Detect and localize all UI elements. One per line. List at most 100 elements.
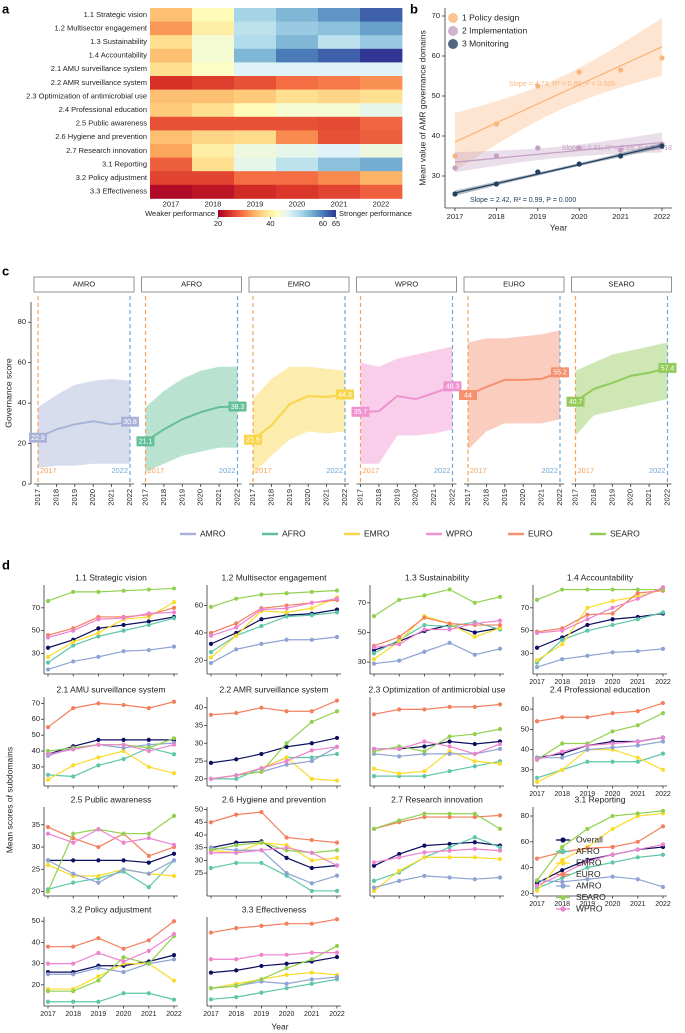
- heat-cell: [192, 21, 235, 36]
- point: [45, 667, 51, 672]
- point: [45, 944, 51, 949]
- heat-cell: [150, 35, 193, 50]
- point: [259, 977, 264, 982]
- heat-cell: [360, 116, 403, 131]
- point: [259, 923, 264, 929]
- range-band: [145, 366, 238, 472]
- point: [171, 997, 177, 1002]
- legend-label: SEARO: [576, 892, 606, 902]
- point: [660, 585, 666, 590]
- point: [71, 999, 76, 1004]
- point: [618, 67, 624, 73]
- point: [309, 589, 314, 594]
- slope-annotation: Slope = 0.91, R² = 0.69, P = 0.0418: [562, 145, 672, 152]
- panel-title: 2.6 Hygiene and prevention: [222, 794, 326, 804]
- x-tick-label: 2022: [662, 489, 671, 506]
- point: [208, 930, 214, 935]
- value-label: 57.4: [661, 365, 675, 372]
- heat-cell: [360, 89, 403, 104]
- point: [309, 606, 314, 611]
- heat-cell: [276, 35, 319, 50]
- point: [610, 605, 615, 610]
- series-line: [210, 956, 338, 974]
- point: [585, 622, 590, 628]
- point: [610, 611, 615, 616]
- point: [309, 755, 314, 760]
- point: [208, 986, 214, 991]
- y-tick-label: 25: [195, 868, 203, 877]
- point: [96, 880, 101, 885]
- series-line: [210, 746, 338, 780]
- heat-cell: [276, 48, 319, 63]
- series-line: [467, 371, 561, 396]
- point: [171, 752, 177, 757]
- point: [334, 751, 340, 757]
- point: [259, 751, 264, 757]
- heat-cell: [150, 48, 193, 63]
- x-tick-label: 2022: [232, 489, 241, 506]
- panel-label: c: [2, 263, 9, 278]
- point: [208, 865, 214, 871]
- point: [45, 824, 51, 830]
- series-line: [210, 841, 338, 854]
- point: [309, 741, 314, 746]
- point: [234, 625, 239, 630]
- point: [334, 917, 340, 922]
- point: [121, 737, 126, 743]
- point: [447, 751, 452, 756]
- series-line: [536, 611, 664, 664]
- y-tick-label: 50: [521, 724, 529, 733]
- heat-cell: [318, 89, 361, 104]
- point: [497, 761, 503, 766]
- series-line: [374, 760, 501, 777]
- series-line: [47, 826, 175, 857]
- point: [146, 647, 151, 653]
- point: [234, 710, 239, 716]
- point: [234, 926, 239, 931]
- point: [284, 709, 289, 714]
- series-line: [211, 951, 337, 960]
- y-tick-label: 70: [358, 598, 366, 607]
- value-label: 44.3: [338, 392, 352, 399]
- point: [171, 699, 177, 704]
- heat-cell: [234, 21, 277, 36]
- point: [71, 831, 76, 836]
- series-line: [47, 859, 175, 884]
- panel-title: AMRO: [73, 279, 96, 288]
- series-line: [373, 750, 501, 775]
- point: [71, 880, 76, 885]
- point: [259, 705, 264, 710]
- point: [534, 779, 540, 785]
- point: [334, 634, 340, 640]
- heat-cell: [234, 171, 277, 186]
- point: [635, 847, 640, 852]
- legend-label: WPRO: [446, 528, 473, 538]
- point: [422, 749, 427, 754]
- point: [234, 776, 239, 781]
- point: [208, 970, 214, 975]
- point: [334, 840, 340, 845]
- point: [371, 826, 377, 831]
- point: [171, 957, 177, 962]
- point: [96, 844, 101, 850]
- x-tick-label: 2017: [203, 1011, 219, 1018]
- panel-header: [571, 276, 672, 293]
- x-tick-label: 2018: [228, 1011, 244, 1018]
- point: [635, 755, 640, 760]
- point: [334, 974, 340, 980]
- series-line: [537, 740, 664, 759]
- heat-cell: [318, 157, 361, 172]
- heat-cell: [318, 21, 361, 36]
- series-line: [536, 753, 664, 779]
- series-line: [210, 862, 337, 892]
- end-year: 2022: [434, 466, 451, 475]
- legend-marker: [560, 848, 566, 855]
- point: [208, 820, 214, 825]
- series-line: [373, 621, 501, 654]
- panel-header: [356, 276, 457, 293]
- point: [171, 605, 177, 610]
- x-tick-label: 2017: [529, 901, 545, 908]
- point: [585, 865, 590, 870]
- value-badge: [658, 362, 677, 373]
- y-tick-label: 60: [521, 704, 529, 713]
